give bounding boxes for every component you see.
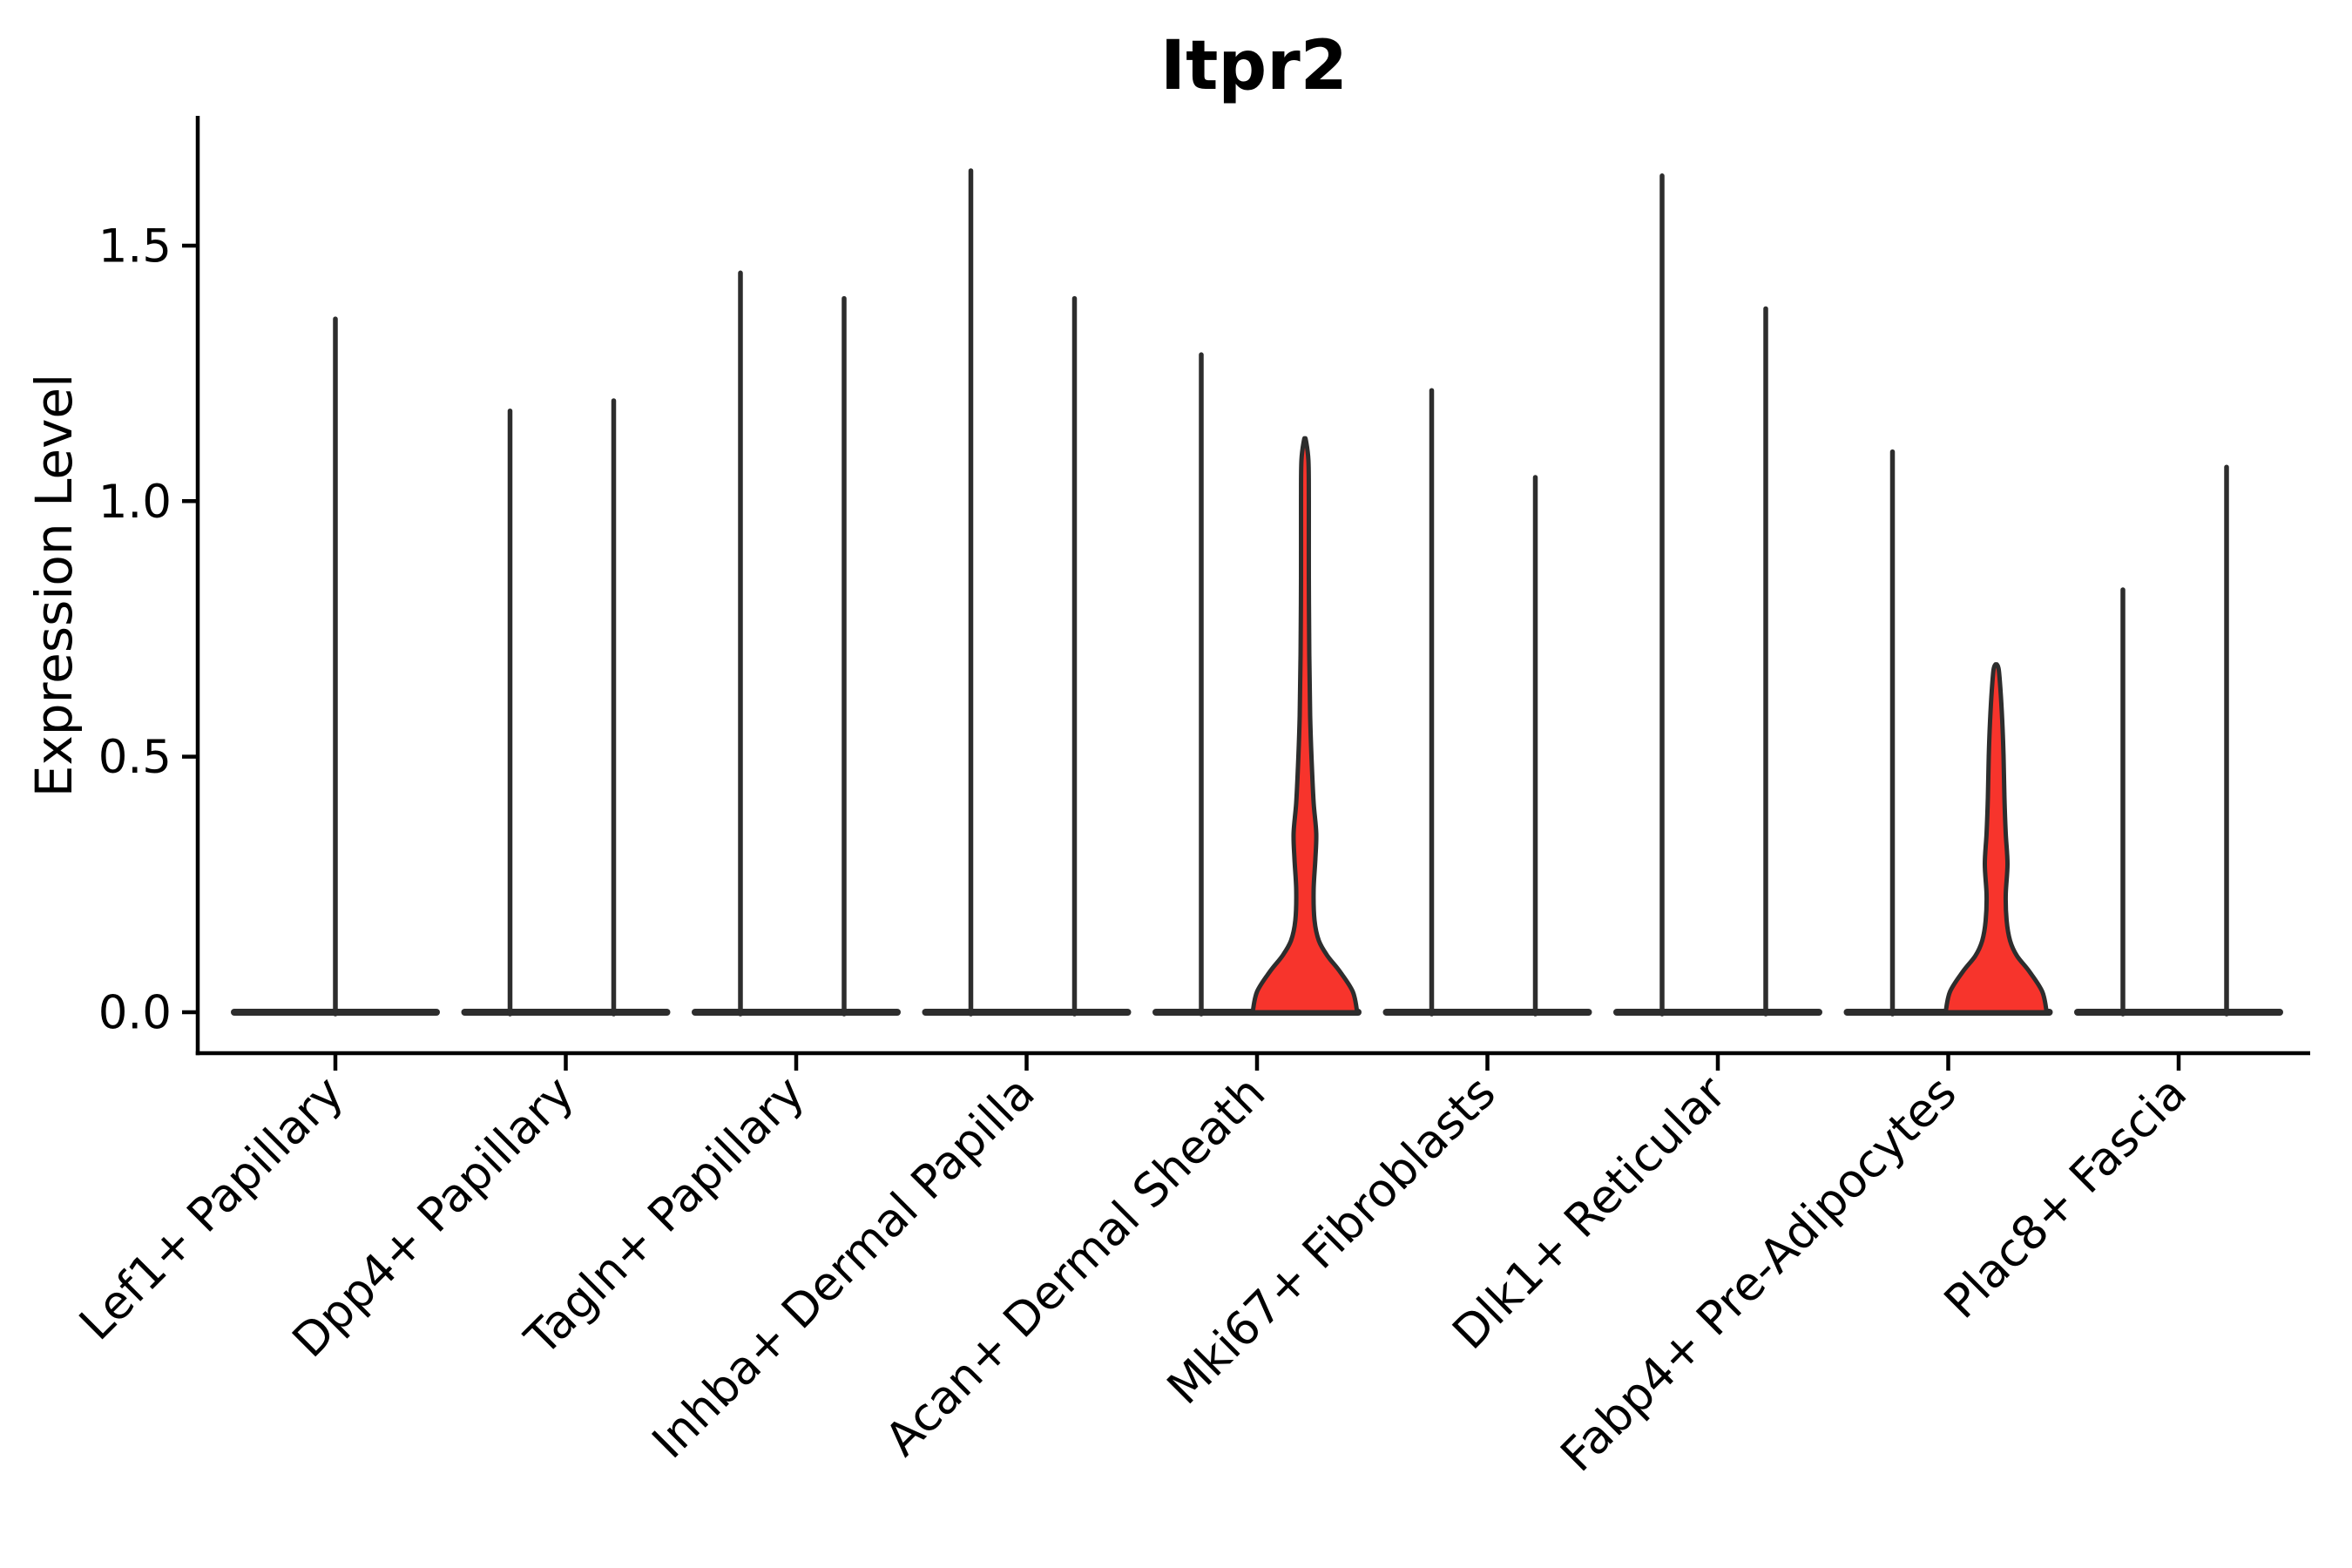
chart-title: Itpr2	[1160, 27, 1348, 105]
x-category-label: Fabp4+ Pre-Adipocytes	[1551, 1066, 1966, 1482]
zero-expression-bar	[2074, 1009, 2283, 1016]
zero-expression-bar	[922, 1009, 1132, 1016]
violins-layer	[231, 168, 2283, 1017]
zero-expression-bar	[1382, 1009, 1592, 1016]
x-category-label: Plac8+ Fascia	[1935, 1066, 2197, 1328]
zero-expression-bar	[461, 1009, 671, 1016]
zero-expression-bar	[692, 1009, 901, 1016]
highlighted-violin	[1250, 436, 1360, 1015]
y-tick-label: 1.0	[98, 476, 172, 529]
x-category-label: Acan+ Dermal Sheath	[875, 1066, 1275, 1466]
y-tick-label: 0.5	[98, 731, 172, 784]
x-category-label: Inhba+ Dermal Papilla	[643, 1066, 1045, 1469]
axes-layer	[182, 116, 2310, 1071]
y-axis-title: Expression Level	[24, 374, 84, 797]
y-tick-label: 1.5	[98, 220, 172, 274]
highlighted-violin	[1943, 662, 2049, 1015]
y-tick-label: 0.0	[98, 987, 172, 1040]
zero-expression-bar	[1613, 1009, 1822, 1016]
